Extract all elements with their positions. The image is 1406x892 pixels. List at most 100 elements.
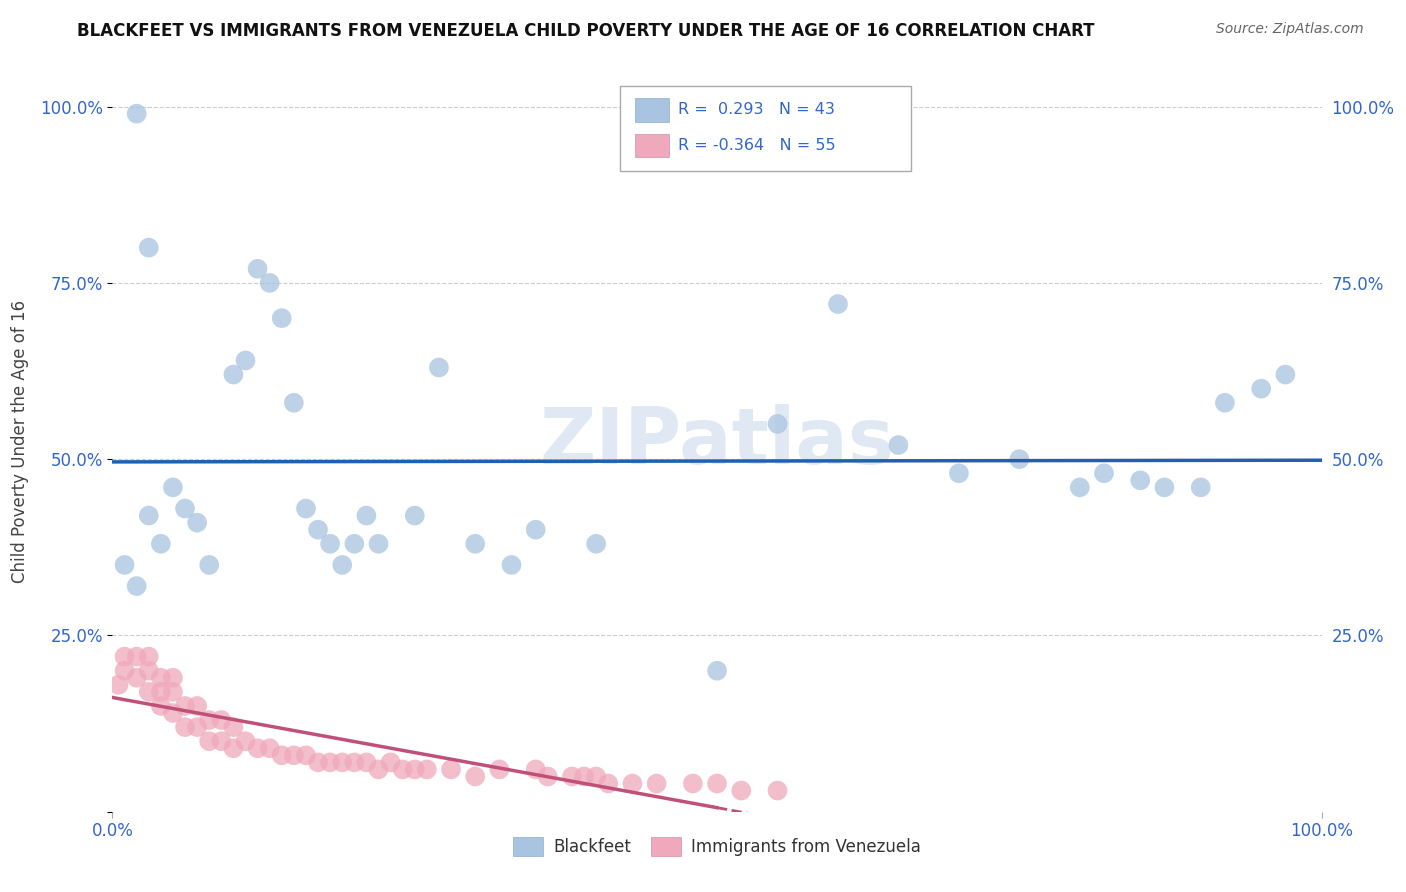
Point [380,756,402,770]
Point [585,769,607,783]
Point [766,783,789,797]
Point [1189,480,1212,494]
Point [149,685,172,699]
Point [1092,467,1115,481]
Point [222,368,245,382]
Point [464,537,486,551]
Point [356,756,378,770]
Point [174,720,197,734]
Point [356,508,378,523]
Point [222,741,245,756]
Point [464,769,486,783]
Point [343,537,366,551]
Point [162,480,184,494]
Point [138,649,160,664]
Text: R =  0.293   N = 43: R = 0.293 N = 43 [678,103,835,118]
Point [149,671,172,685]
Point [114,649,136,664]
Point [319,756,342,770]
Point [706,664,728,678]
Text: ZIPatlas: ZIPatlas [540,403,894,480]
Point [706,776,728,790]
Point [198,558,221,572]
Point [1153,480,1175,494]
Point [572,769,595,783]
Point [138,508,160,523]
Point [198,734,221,748]
Point [162,671,184,685]
Point [246,261,269,276]
Text: Source: ZipAtlas.com: Source: ZipAtlas.com [1216,22,1364,37]
Point [198,713,221,727]
Point [766,417,789,431]
Point [1008,452,1031,467]
Point [330,756,353,770]
Point [307,756,329,770]
Point [222,720,245,734]
Point [427,360,450,375]
Point [138,241,160,255]
Point [730,783,752,797]
Point [488,763,510,777]
Point [330,558,353,572]
Point [246,741,269,756]
Point [270,748,292,763]
Point [887,438,910,452]
Point [501,558,523,572]
Point [186,698,208,713]
Point [270,311,292,326]
Point [186,516,208,530]
Text: R = -0.364   N = 55: R = -0.364 N = 55 [678,138,837,153]
Point [524,523,547,537]
Point [107,678,129,692]
FancyBboxPatch shape [636,134,669,157]
Point [524,763,547,777]
FancyBboxPatch shape [636,98,669,121]
Point [645,776,668,790]
Point [1250,382,1272,396]
Point [162,706,184,720]
Point [585,537,607,551]
Point [125,649,148,664]
Point [367,537,389,551]
Y-axis label: Child Poverty Under the Age of 16: Child Poverty Under the Age of 16 [11,300,28,583]
Point [125,671,148,685]
Point [598,776,620,790]
Point [149,698,172,713]
Point [319,537,342,551]
Point [1274,368,1296,382]
Point [114,664,136,678]
Point [138,685,160,699]
Point [367,763,389,777]
Point [149,537,172,551]
Point [1213,396,1236,410]
Point [295,501,318,516]
Point [125,579,148,593]
Point [682,776,704,790]
Point [186,720,208,734]
Point [138,664,160,678]
Point [440,763,463,777]
Point [259,741,281,756]
Point [283,396,305,410]
Point [162,685,184,699]
Point [174,501,197,516]
Point [114,558,136,572]
Point [209,713,232,727]
Point [404,763,426,777]
Point [295,748,318,763]
Point [125,106,148,120]
Legend: Blackfeet, Immigrants from Venezuela: Blackfeet, Immigrants from Venezuela [506,830,928,863]
Point [827,297,849,311]
Point [621,776,644,790]
Text: BLACKFEET VS IMMIGRANTS FROM VENEZUELA CHILD POVERTY UNDER THE AGE OF 16 CORRELA: BLACKFEET VS IMMIGRANTS FROM VENEZUELA C… [77,22,1095,40]
FancyBboxPatch shape [620,87,911,171]
Point [416,763,439,777]
Point [283,748,305,763]
Point [235,734,257,748]
Point [343,756,366,770]
Point [537,769,560,783]
Point [1129,473,1152,487]
Point [235,353,257,368]
Point [307,523,329,537]
